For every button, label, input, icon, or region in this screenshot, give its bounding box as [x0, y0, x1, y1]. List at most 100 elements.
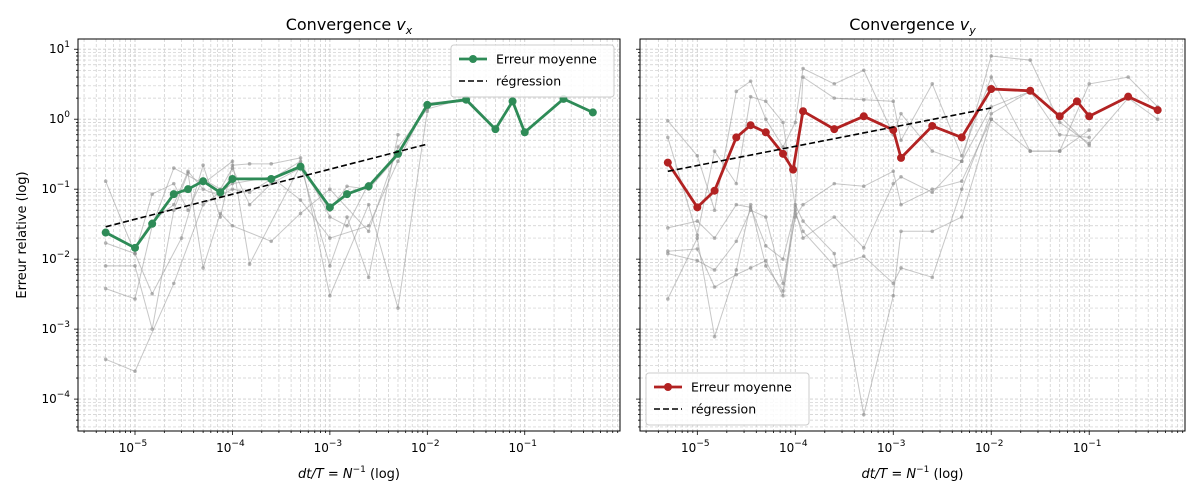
background-series-point [861, 254, 866, 259]
background-series-point [666, 135, 670, 140]
background-series-point [801, 236, 805, 240]
grid-lines [78, 39, 620, 431]
mean-series-point [588, 108, 597, 117]
background-series-point [230, 187, 235, 191]
mean-series-point [169, 190, 178, 199]
background-series-point [396, 306, 400, 310]
background-series-point [748, 202, 753, 207]
mean-series-point [799, 107, 808, 116]
background-series-point [1028, 149, 1033, 153]
background-series-point [793, 215, 798, 219]
mean-series-point [789, 165, 798, 174]
background-series-point [930, 275, 935, 280]
background-series-point [171, 208, 176, 213]
background-series-point [781, 293, 785, 298]
legend-mean-marker [664, 383, 672, 391]
mean-series [663, 85, 1162, 212]
x-tick-label: 10−1 [508, 439, 537, 455]
background-series-point [763, 244, 768, 248]
background-series-point [712, 285, 717, 289]
background-series-point [793, 120, 798, 125]
background-series-point [247, 202, 252, 207]
y-axis-label: Erreur relative (log) [15, 171, 30, 298]
background-series-point [861, 97, 866, 102]
regression-line [667, 107, 992, 173]
background-series-point [1087, 135, 1092, 140]
background-series-line [105, 111, 428, 309]
background-series-point [695, 236, 700, 240]
background-series-point [230, 159, 235, 164]
mean-series-point [228, 174, 237, 183]
legend-label-regression: régression [496, 74, 561, 89]
background-series-point [793, 208, 798, 213]
mean-series-point [267, 174, 276, 183]
x-axis-label: dt/T = N−1 (log) [862, 465, 964, 482]
background-series-point [930, 149, 935, 153]
background-series-point [133, 369, 137, 374]
background-series-point [103, 179, 108, 184]
mean-series-point [199, 177, 208, 186]
grid-lines [640, 39, 1185, 431]
background-series-point [734, 272, 739, 277]
background-series-point [891, 181, 896, 186]
background-series-point [959, 153, 964, 158]
background-series-point [1057, 132, 1062, 137]
background-series-point [695, 247, 700, 251]
y-tick-label: 10−1 [41, 180, 70, 196]
background-series-point [891, 169, 896, 174]
background-series-point [899, 138, 903, 143]
mean-series-point [1055, 112, 1064, 121]
mean-series-point [663, 158, 672, 167]
mean-series-point [216, 188, 225, 197]
mean-series-line [666, 87, 1159, 209]
background-series-point [891, 293, 896, 298]
background-series-point [959, 215, 964, 219]
mean-series-point [423, 100, 432, 109]
background-series-point [103, 264, 108, 268]
background-series-point [793, 202, 798, 207]
background-series-point [247, 190, 252, 195]
background-series-point [801, 229, 805, 234]
background-series-point [763, 215, 768, 219]
background-series-point [899, 202, 903, 207]
background-series-point [712, 334, 717, 339]
background-series-point [1028, 58, 1033, 62]
background-series-point [201, 266, 205, 270]
background-series-point [989, 117, 994, 121]
background-series-point [712, 208, 717, 213]
legend-label-mean: Erreur moyenne [691, 380, 792, 395]
background-series-point [989, 111, 994, 116]
mean-series-point [1072, 97, 1081, 106]
background-series-point [861, 412, 866, 417]
background-series-line [134, 160, 370, 248]
mean-series-point [987, 85, 996, 94]
background-series-point [150, 192, 154, 196]
background-series-point [712, 268, 717, 272]
background-series-point [179, 236, 184, 240]
chart-panel-2: 10−5 10−4 10−3 10−2 10−1 Convergence vy dt/T =… [636, 15, 1186, 482]
background-series-point [328, 187, 332, 191]
background-series-point [1087, 143, 1092, 148]
background-series-point [396, 145, 400, 149]
mean-series-point [1153, 106, 1162, 115]
background-series-point [171, 181, 176, 186]
background-series-point [734, 268, 739, 272]
background-series [103, 96, 527, 374]
background-series-point [930, 229, 935, 234]
y-tick-label: 10−3 [41, 320, 70, 336]
background-series-point [832, 181, 837, 186]
chart-title: Convergence vx [286, 15, 413, 37]
mean-series [101, 94, 597, 252]
background-series-point [832, 96, 837, 100]
background-series-line [105, 100, 526, 255]
background-series-point [1126, 75, 1130, 79]
background-series-point [801, 75, 805, 79]
background-series-point [930, 187, 935, 191]
background-series [666, 54, 1160, 417]
background-series-point [1155, 117, 1160, 121]
background-series-point [781, 281, 785, 286]
background-series-point [695, 233, 700, 237]
chart-panel-1: 10−5 10−4 10−3 10−2 10−1 10−4 10−3 10−2 10−1 100 1… [15, 15, 621, 482]
mean-series-point [732, 133, 741, 142]
background-series-point [861, 184, 866, 189]
